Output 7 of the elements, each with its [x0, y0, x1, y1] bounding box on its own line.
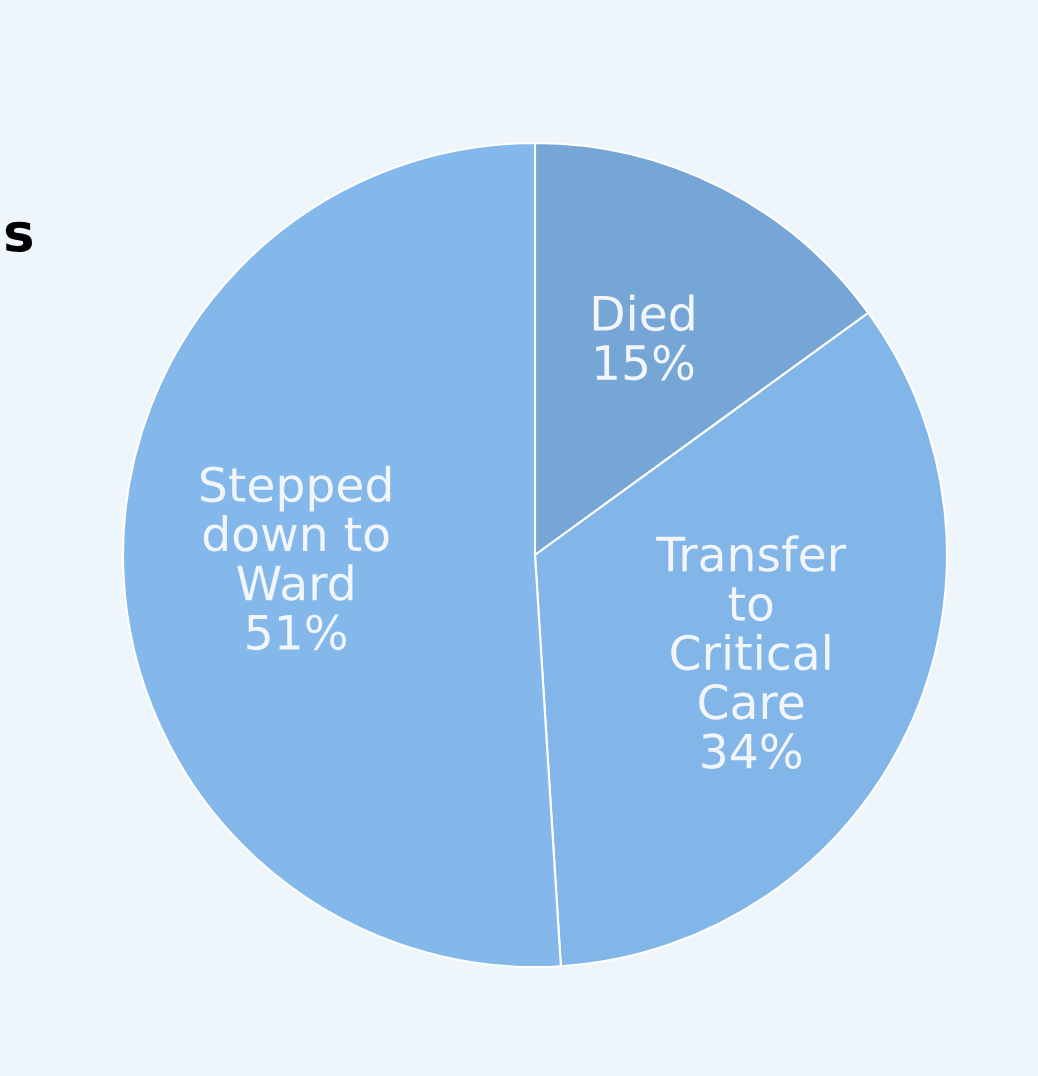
slice-label: Stepped down to Ward — [201, 465, 391, 601]
data-label: 51% — [247, 614, 347, 651]
slice-label: Died — [593, 294, 694, 332]
data-label: 34% — [702, 733, 802, 770]
slice-label: Transfer to Critical Care — [656, 535, 847, 720]
data-label: 15% — [596, 344, 694, 381]
text: s — [5, 221, 33, 253]
